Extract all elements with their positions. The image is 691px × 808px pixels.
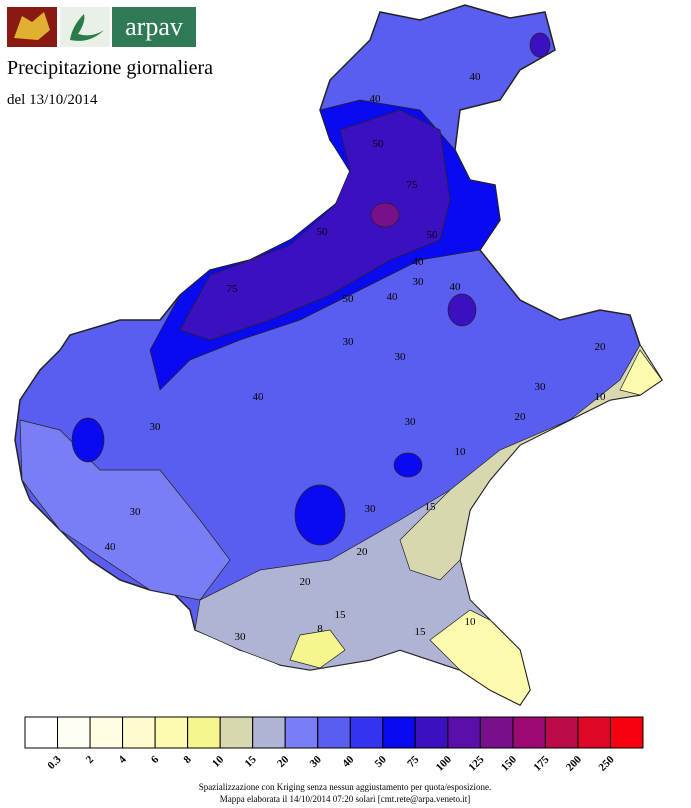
legend-label: 200 (564, 753, 585, 774)
legend-swatch (349, 716, 384, 749)
contour-label: 40 (387, 291, 399, 303)
contour-label: 40 (253, 391, 265, 403)
legend-swatch (154, 716, 189, 749)
legend-swatch (577, 716, 611, 749)
contour-label: 20 (595, 341, 607, 353)
contour-label: 30 (395, 351, 407, 363)
contour-label: 40 (105, 541, 117, 553)
legend-label: 6 (149, 753, 162, 766)
contour-label: 75 (227, 283, 239, 295)
contour-label: 20 (515, 411, 527, 423)
contour-label: 40 (470, 71, 482, 83)
legend-label: 2 (84, 753, 97, 766)
date: del 13/10/2014 (7, 92, 98, 108)
contour-label: 10 (465, 616, 477, 628)
contour-label: 50 (317, 226, 329, 238)
legend-swatch (252, 716, 286, 749)
legend-label: 75 (405, 753, 422, 770)
legend-swatch (317, 716, 351, 749)
logo: arpav (7, 7, 196, 47)
contour-label: 8 (317, 623, 323, 635)
legend-label: 125 (466, 753, 487, 774)
legend-label: 150 (499, 753, 520, 774)
contour-label: 10 (455, 446, 467, 458)
legend-label: 4 (116, 753, 129, 766)
legend-label: 175 (531, 753, 552, 774)
legend-swatch (479, 716, 514, 749)
contour-label: 40 (450, 281, 462, 293)
contour-label: 30 (535, 381, 547, 393)
legend-label: 50 (373, 753, 390, 770)
contour-label: 40 (370, 93, 382, 105)
contour-label: 30 (130, 506, 142, 518)
legend-swatch (24, 716, 59, 749)
contour-label: 50 (373, 138, 385, 150)
legend-swatch (609, 716, 644, 749)
footer-line: Mappa elaborata il 14/10/2014 07:20 sola… (220, 794, 470, 804)
contour-label: 30 (365, 503, 377, 515)
title: Precipitazione giornaliera (7, 57, 213, 79)
legend-label: 20 (275, 753, 292, 770)
contour-label: 30 (150, 421, 162, 433)
contour-label: 20 (357, 546, 369, 558)
contour-label: 30 (235, 631, 247, 643)
contour-label: 75 (407, 179, 419, 191)
contour-label: 30 (343, 336, 355, 348)
footer-line: Spazializzazione con Kriging senza nessu… (199, 782, 491, 792)
legend-swatch (57, 716, 91, 749)
legend-swatch (512, 716, 546, 749)
contour-label: 15 (335, 609, 347, 621)
contour-label: 50 (427, 229, 439, 241)
contour-label: 10 (595, 391, 607, 403)
legend-label: 30 (308, 753, 325, 770)
contour-label: 40 (413, 256, 425, 268)
legend-label: 15 (243, 753, 260, 770)
contour-label: 15 (415, 626, 427, 638)
contour-label: 15 (425, 501, 437, 513)
region-map (14, 4, 664, 706)
legend-swatch (414, 716, 449, 749)
legend-label: 10 (210, 753, 227, 770)
contour-label: 50 (343, 293, 355, 305)
legend-label: 8 (181, 753, 194, 766)
legend-swatch (382, 716, 416, 749)
legend-label: 100 (434, 753, 455, 774)
contour-label: 30 (413, 276, 425, 288)
legend-swatch (544, 716, 579, 749)
legend-swatch (284, 716, 319, 749)
legend-label: 0.3 (45, 753, 64, 772)
legend-swatch (122, 716, 156, 749)
legend-swatch (447, 716, 481, 749)
legend-swatch (219, 716, 254, 749)
contour-label: 20 (300, 576, 312, 588)
legend-swatch (187, 716, 221, 749)
legend-label: 250 (596, 753, 617, 774)
logo-text: arpav (125, 12, 183, 41)
legend-label: 40 (340, 753, 357, 770)
legend-swatch (89, 716, 124, 749)
contour-label: 30 (405, 416, 417, 428)
